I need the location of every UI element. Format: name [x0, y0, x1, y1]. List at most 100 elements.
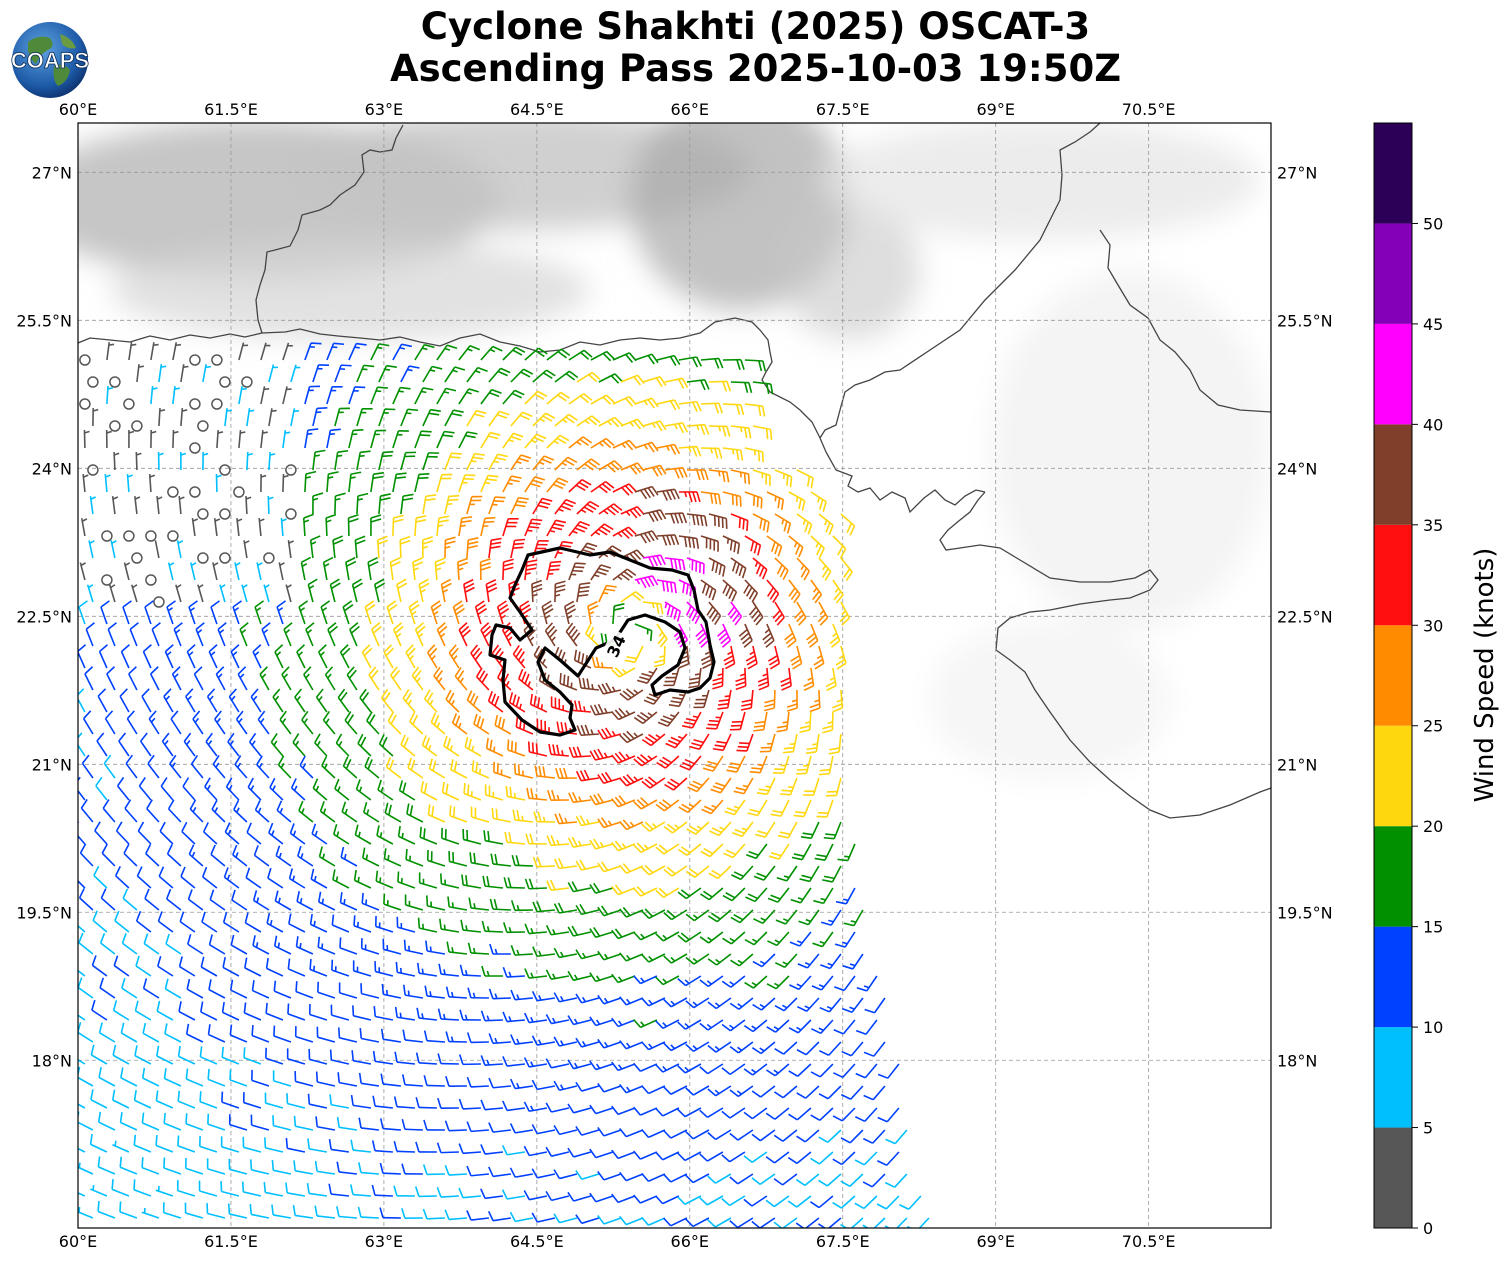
wind-barb — [271, 1204, 292, 1219]
wind-barb — [185, 1068, 204, 1087]
wind-barb — [773, 1085, 798, 1099]
wind-barb — [198, 1180, 218, 1197]
wind-barb — [765, 1107, 790, 1120]
wind-barb — [490, 853, 512, 867]
wind-barb — [818, 557, 832, 581]
wind-barb — [337, 688, 350, 713]
wind-barb — [686, 557, 705, 575]
wind-barb — [204, 777, 218, 801]
border-iran-pakistan — [255, 124, 404, 334]
wind-barb — [575, 769, 600, 782]
wind-barb — [458, 431, 478, 449]
wind-barb — [188, 844, 204, 867]
wind-barb — [261, 622, 271, 647]
wind-barb — [113, 955, 130, 977]
wind-barb — [743, 579, 759, 603]
wind-barb — [206, 1158, 226, 1175]
wind-barb — [378, 408, 396, 427]
wind-barb — [438, 963, 459, 977]
wind-barb — [332, 535, 344, 559]
wind-barb — [182, 777, 196, 801]
wind-barb — [357, 1206, 379, 1219]
wind-barb — [223, 867, 240, 889]
wind-barb — [502, 1056, 526, 1067]
wind-barb — [322, 710, 336, 735]
wind-barb — [271, 1159, 292, 1175]
wind-barb — [307, 578, 318, 603]
wind-barb — [119, 1112, 138, 1131]
wind-barb — [531, 1035, 556, 1046]
wind-barb — [820, 909, 842, 926]
wind-barb — [426, 849, 446, 867]
wind-barb — [87, 464, 99, 476]
wind-barb — [641, 953, 666, 963]
wind-barb — [877, 1107, 900, 1123]
wind-barb — [78, 969, 86, 977]
wind-barb — [730, 513, 749, 531]
wind-barb — [721, 1107, 746, 1119]
wind-barb — [619, 863, 644, 874]
wind-barb — [575, 993, 600, 1004]
wind-barb — [656, 579, 677, 594]
wind-barb — [554, 499, 576, 515]
wind-barb — [738, 623, 753, 648]
colorbar-bin — [1374, 323, 1412, 425]
wind-barb — [246, 822, 262, 845]
wind-barb — [425, 940, 446, 955]
wind-barb — [653, 645, 666, 668]
wind-barb — [480, 474, 499, 493]
wind-barb — [172, 429, 179, 449]
colorbar-bin — [1374, 1027, 1412, 1128]
lon-tick-bottom: 69°E — [976, 1232, 1014, 1251]
wind-barb — [733, 777, 754, 795]
wind-barb — [274, 644, 284, 669]
wind-barb — [590, 564, 612, 581]
wind-barb — [211, 398, 223, 410]
wind-barb — [278, 562, 285, 581]
wind-barb — [598, 503, 623, 516]
wind-barb — [362, 847, 380, 867]
wind-barb — [722, 887, 746, 902]
wind-barb — [164, 1023, 182, 1043]
wind-barb — [722, 447, 744, 461]
wind-barb — [589, 1192, 614, 1203]
wind-barb — [634, 485, 659, 500]
wind-barb — [177, 1135, 196, 1153]
wind-barb — [379, 1118, 401, 1131]
wind-barb — [656, 443, 681, 455]
wind-barb — [678, 799, 702, 814]
wind-barb — [417, 917, 438, 933]
wind-barb — [554, 456, 578, 471]
wind-barb — [509, 1211, 534, 1223]
wind-barb — [699, 1063, 724, 1075]
wind-barb — [335, 733, 350, 757]
wind-barb — [554, 413, 578, 427]
wind-barb — [524, 390, 548, 405]
wind-barb — [352, 1005, 372, 1021]
wind-barb — [655, 799, 680, 812]
lon-tick-bottom: 70.5°E — [1122, 1232, 1176, 1251]
wind-barb — [524, 476, 546, 493]
wind-barb — [458, 345, 480, 361]
title-line-1: Cyclone Shakhti (2025) OSCAT-3 — [420, 5, 1091, 48]
wind-barb — [163, 1068, 182, 1087]
wind-barb — [467, 942, 489, 955]
wind-barb — [90, 1044, 108, 1065]
wind-barb — [656, 755, 680, 769]
wind-barb — [545, 1190, 570, 1202]
wind-barb — [619, 952, 644, 962]
wind-barb — [104, 710, 116, 735]
wind-barb — [286, 1093, 306, 1109]
wind-barb — [523, 1012, 548, 1024]
wind-barb — [546, 560, 562, 581]
colorbar-bin — [1374, 926, 1412, 1028]
wind-barb — [493, 761, 512, 779]
wind-barb — [246, 408, 255, 427]
wind-barb — [221, 1001, 240, 1021]
wind-barb — [222, 912, 240, 933]
wind-barb — [575, 903, 600, 916]
wind-barb — [655, 1195, 680, 1205]
wind-barb — [114, 910, 130, 933]
wind-barb — [245, 495, 252, 515]
wind-barb — [766, 535, 783, 557]
